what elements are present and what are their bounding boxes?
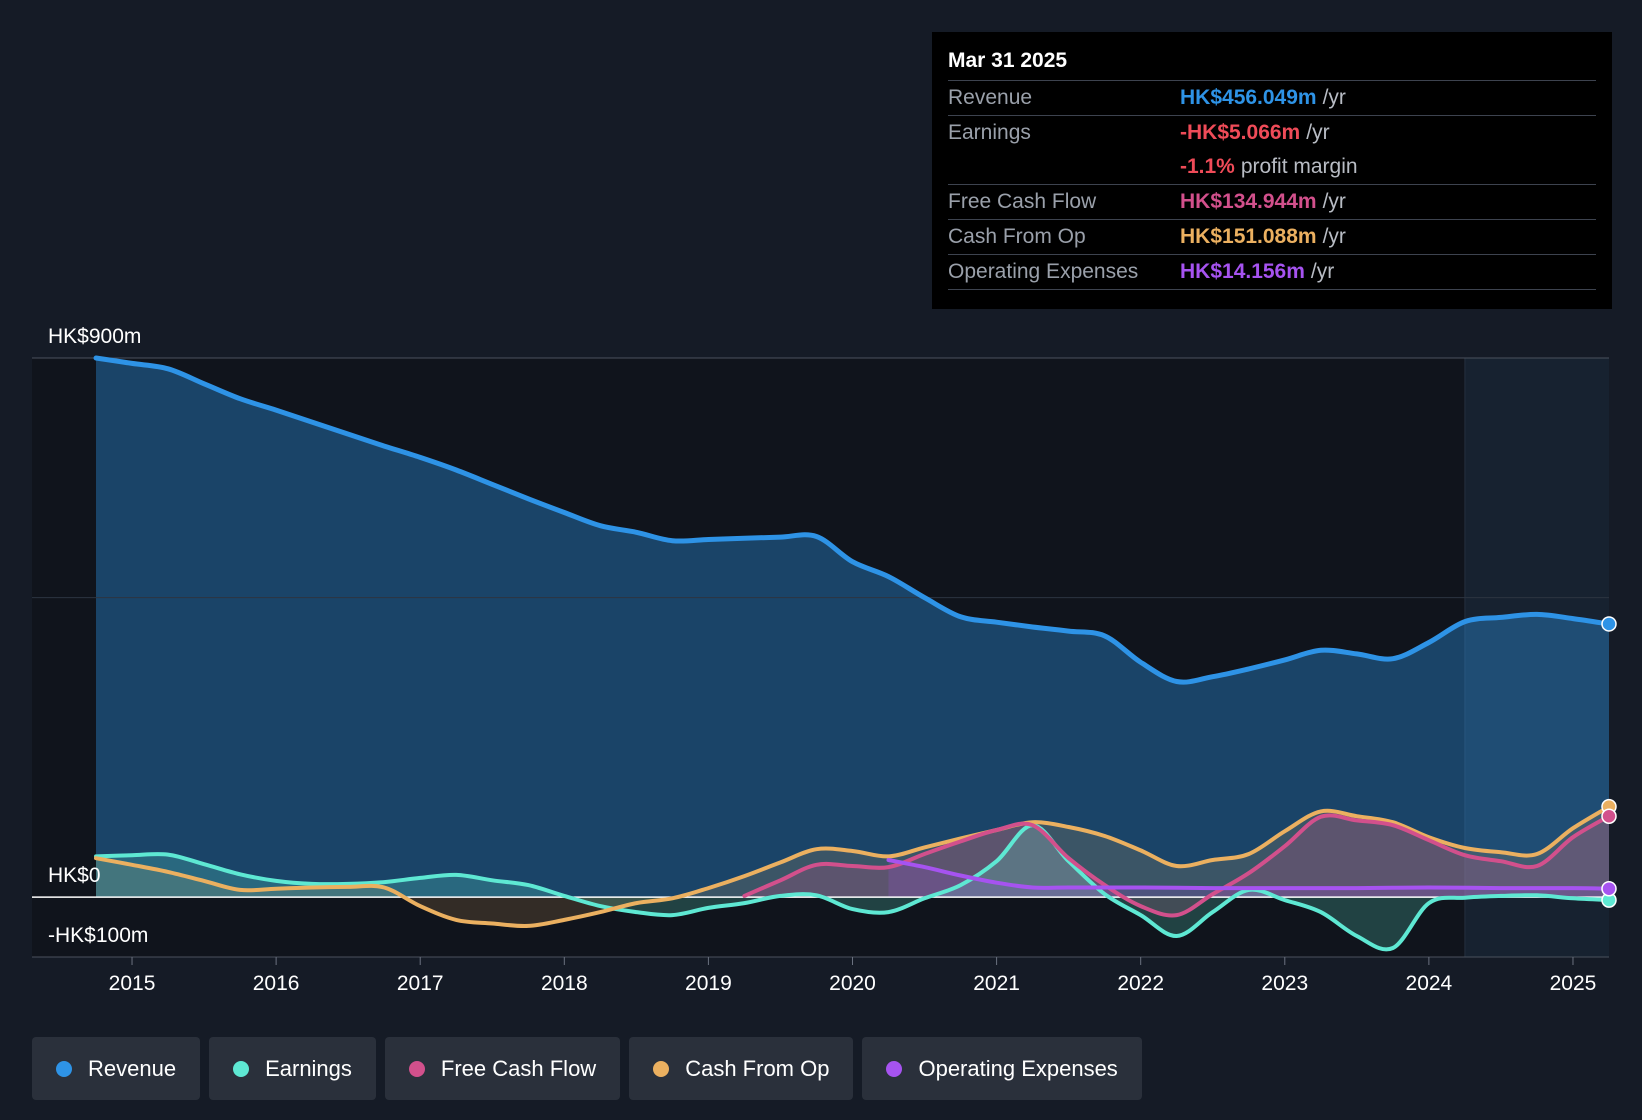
x-tick-label: 2018 [541, 972, 588, 995]
legend-label: Earnings [265, 1055, 352, 1081]
legend-dot-icon [408, 1060, 425, 1077]
y-tick-label: -HK$100m [48, 924, 148, 947]
x-tick-label: 2020 [829, 972, 876, 995]
cash-from-op-line [94, 804, 1611, 929]
tooltip-value: -1.1% [1180, 155, 1235, 178]
tooltip-value: HK$456.049m [1180, 86, 1317, 109]
x-tick-label: 2017 [397, 972, 444, 995]
tooltip-label: Revenue [948, 86, 1033, 109]
legend-item-cash-from-op[interactable]: Cash From Op [629, 1037, 854, 1100]
tooltip-label: Free Cash Flow [948, 190, 1097, 213]
legend-label: Revenue [88, 1055, 177, 1081]
legend-dot-icon [233, 1060, 250, 1077]
tooltip-row: Revenue HK$456.049m/yr [948, 81, 1596, 116]
x-tick-label: 2019 [685, 972, 732, 995]
legend-item-revenue[interactable]: Revenue [32, 1037, 201, 1100]
legend-dot-icon [886, 1060, 903, 1077]
tooltip-value: -HK$5.066m [1180, 121, 1301, 144]
revenue-line [93, 355, 1612, 685]
tooltip-panel: Mar 31 2025 Revenue HK$456.049m/yr Earning… [932, 32, 1612, 309]
x-tick-label: 2024 [1406, 972, 1453, 995]
legend-label: Cash From Op [685, 1055, 830, 1081]
y-tick-label: HK$0 [48, 864, 101, 887]
tooltip-label: Cash From Op [948, 225, 1086, 248]
revenue-end-marker [1601, 616, 1617, 632]
tooltip-row: Earnings -HK$5.066m/yr [948, 116, 1596, 150]
x-tick-label: 2015 [109, 972, 156, 995]
y-tick-label: HK$900m [48, 325, 141, 348]
tooltip-unit: /yr [1310, 260, 1335, 283]
legend: Revenue Earnings Free Cash Flow Cash From O… [32, 1037, 1151, 1100]
earnings-area [96, 825, 1609, 950]
free-cash-flow-end-marker [1601, 808, 1617, 824]
highlight-region [1464, 358, 1609, 957]
x-tick-label: 2023 [1261, 972, 1308, 995]
free-cash-flow-line [742, 813, 1611, 918]
tooltip-date: Mar 31 2025 [948, 46, 1596, 81]
tooltip-unit: /yr [1322, 225, 1346, 248]
tooltip-value: HK$14.156m [1180, 260, 1305, 283]
tooltip-row: -1.1% profit margin [948, 150, 1596, 185]
x-tick-label: 2025 [1550, 972, 1597, 995]
x-tick-label: 2021 [973, 972, 1020, 995]
tooltip-unit: /yr [1306, 121, 1330, 144]
legend-item-operating-expenses[interactable]: Operating Expenses [862, 1037, 1142, 1100]
legend-item-earnings[interactable]: Earnings [209, 1037, 376, 1100]
tooltip-label: Earnings [948, 121, 1031, 144]
tooltip-value: HK$151.088m [1180, 225, 1317, 248]
tooltip-unit: /yr [1322, 190, 1346, 213]
operating-expenses-end-marker [1601, 880, 1617, 897]
legend-label: Free Cash Flow [440, 1055, 597, 1081]
tooltip-row: Operating Expenses HK$14.156m/yr [948, 255, 1596, 290]
revenue-area [96, 358, 1609, 898]
plot-area [32, 358, 1609, 957]
operating-expenses-line [886, 858, 1611, 891]
tooltip-unit: /yr [1322, 86, 1346, 109]
legend-dot-icon [653, 1060, 670, 1077]
free-cash-flow-area [744, 815, 1609, 916]
legend-item-free-cash-flow[interactable]: Free Cash Flow [384, 1037, 621, 1100]
tooltip-label: Operating Expenses [948, 260, 1139, 283]
tooltip-value: HK$134.944m [1180, 190, 1317, 213]
tooltip-unit: profit margin [1240, 155, 1358, 178]
tooltip-row: Free Cash Flow HK$134.944m/yr [948, 185, 1596, 220]
x-tick-label: 2016 [253, 972, 300, 995]
legend-dot-icon [56, 1060, 72, 1077]
legend-label: Operating Expenses [918, 1055, 1118, 1081]
earnings-line [94, 823, 1611, 952]
x-tick-label: 2022 [1117, 972, 1164, 995]
tooltip-row: Cash From Op HK$151.088m/yr [948, 220, 1596, 255]
